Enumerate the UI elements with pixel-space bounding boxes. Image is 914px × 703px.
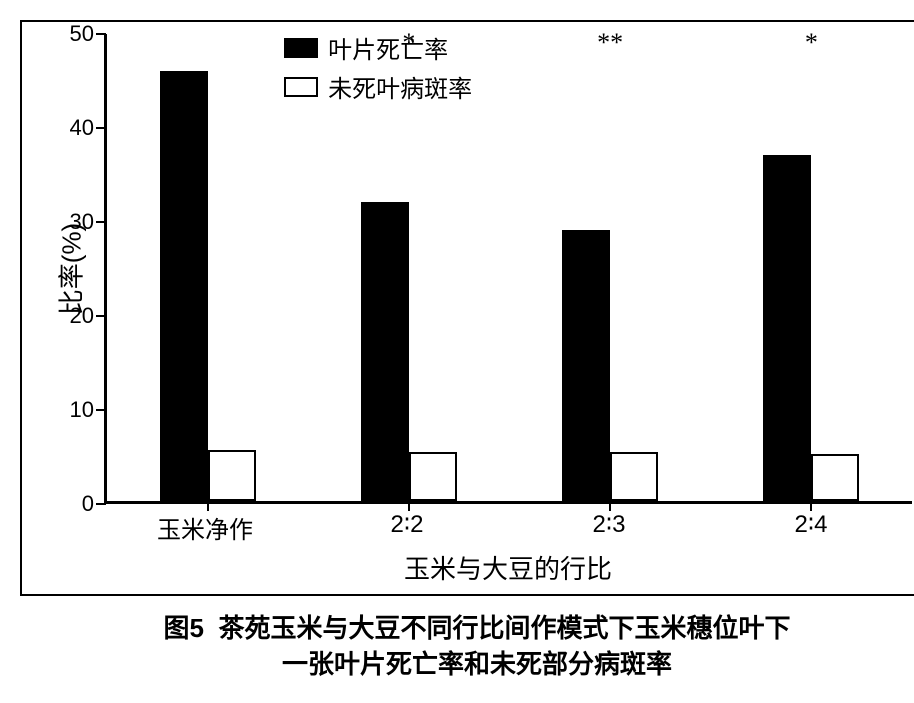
x-category-label: 2∶4 — [710, 510, 912, 545]
x-tick-mark — [810, 501, 812, 511]
plot-region: 叶片死亡率 未死叶病斑率 **** — [104, 34, 912, 504]
legend-item-1: 叶片死亡率 — [284, 30, 472, 65]
bar-groups: **** — [107, 34, 912, 501]
x-axis-label: 玉米与大豆的行比 — [104, 549, 912, 586]
caption-prefix: 图5 — [164, 613, 204, 643]
caption-line2: 一张叶片死亡率和未死部分病斑率 — [282, 649, 672, 679]
x-category-label: 玉米净作 — [104, 510, 306, 545]
x-axis-categories: 玉米净作2∶22∶32∶4 — [104, 510, 912, 545]
figure-caption: 图5 茶苑玉米与大豆不同行比间作模式下玉米穗位叶下 一张叶片死亡率和未死部分病斑… — [20, 610, 914, 683]
legend-item-2: 未死叶病斑率 — [284, 69, 472, 104]
legend-label-2: 未死叶病斑率 — [328, 69, 472, 104]
bar-series1 — [562, 230, 610, 501]
bar-series2 — [409, 452, 457, 501]
chart-border-box: 比率(%) 01020304050 叶片死亡率 未死叶病斑率 **** 玉米净作… — [20, 20, 914, 596]
x-tick-mark — [408, 501, 410, 511]
bar-group: * — [711, 34, 912, 501]
x-category-label: 2∶2 — [306, 510, 508, 545]
chart-area: 比率(%) 01020304050 叶片死亡率 未死叶病斑率 **** — [32, 34, 912, 504]
bar-series2 — [610, 452, 658, 501]
bar-series1 — [763, 155, 811, 501]
bar-series1 — [160, 71, 208, 501]
bar-series2 — [811, 454, 859, 501]
bar-series2 — [208, 450, 256, 501]
figure-container: 比率(%) 01020304050 叶片死亡率 未死叶病斑率 **** 玉米净作… — [20, 20, 914, 683]
bar-series1 — [361, 202, 409, 501]
bar-group: ** — [510, 34, 711, 501]
legend: 叶片死亡率 未死叶病斑率 — [284, 30, 472, 108]
legend-swatch-hollow — [284, 77, 318, 97]
x-category-label: 2∶3 — [508, 510, 710, 545]
significance-marker: * — [763, 28, 859, 145]
legend-swatch-filled — [284, 38, 318, 58]
caption-line1: 茶苑玉米与大豆不同行比间作模式下玉米穗位叶下 — [218, 613, 790, 643]
bar-group — [107, 34, 308, 501]
significance-marker: ** — [562, 28, 658, 220]
y-axis: 比率(%) 01020304050 — [32, 34, 104, 504]
x-tick-mark — [609, 501, 611, 511]
x-tick-mark — [207, 501, 209, 511]
y-axis-ticks: 01020304050 — [64, 34, 104, 504]
legend-label-1: 叶片死亡率 — [328, 30, 448, 65]
